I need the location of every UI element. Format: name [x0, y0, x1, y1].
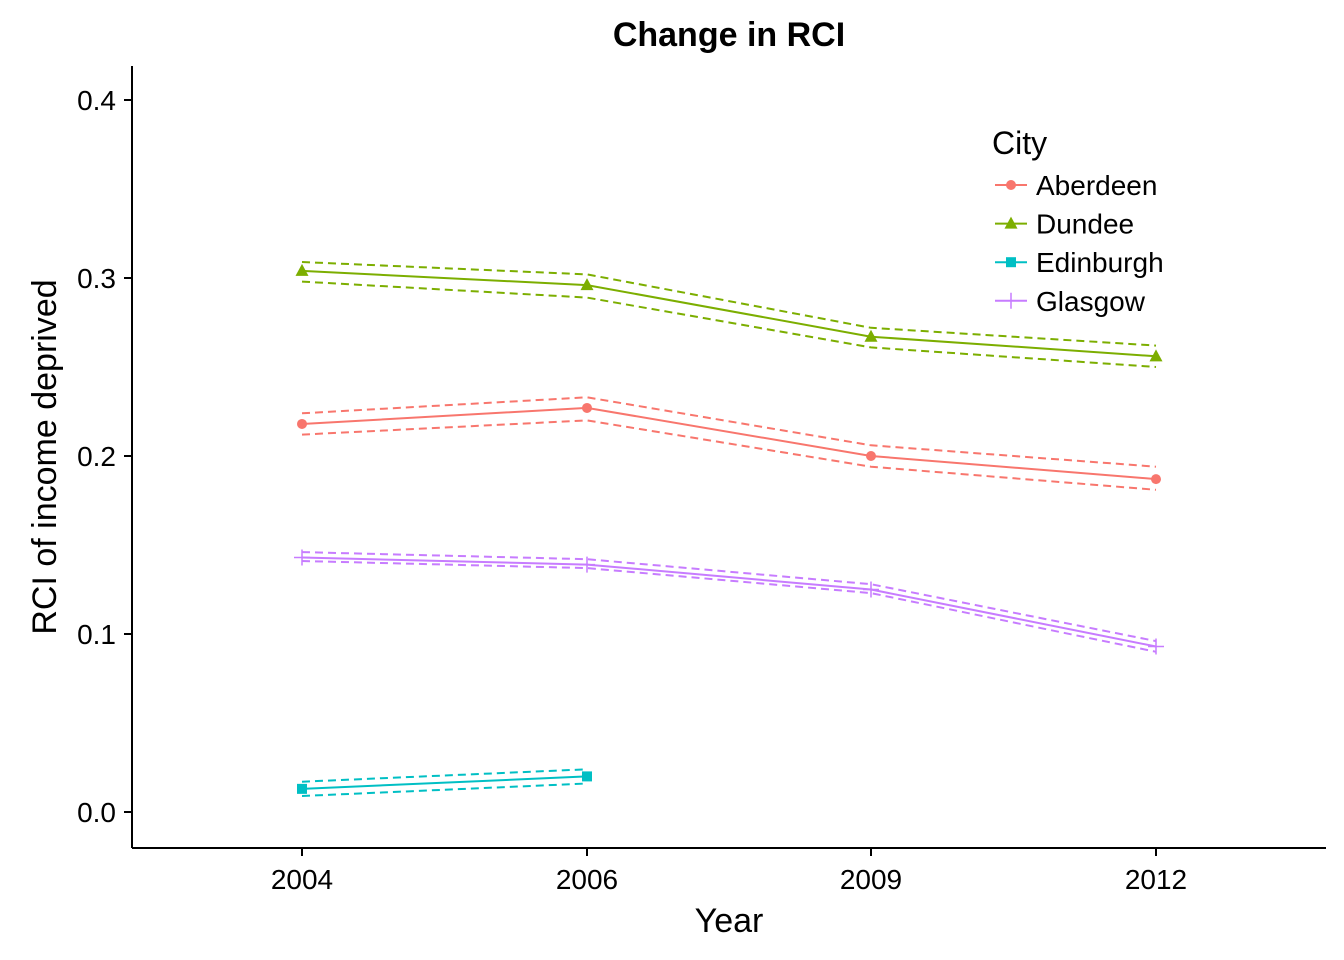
- legend-key-marker: [1003, 292, 1019, 309]
- series-upper-ci-line: [301, 768, 588, 783]
- y-tick-label: 0.1: [77, 619, 116, 650]
- data-point: [297, 783, 307, 794]
- data-point: [580, 278, 594, 291]
- data-point: [295, 263, 309, 276]
- legend-key-marker: [1006, 257, 1016, 268]
- series-line: [301, 406, 1157, 481]
- legend-item-aberdeen: Aberdeen: [995, 170, 1157, 201]
- series-lower-ci-line: [301, 560, 1157, 653]
- legend-item-dundee: Dundee: [995, 209, 1134, 240]
- series-line: [301, 269, 1157, 358]
- legend-title: City: [992, 125, 1047, 161]
- data-point: [1148, 638, 1164, 655]
- legend: City Aberdeen Dundee Edinburgh Glasgow: [992, 125, 1164, 317]
- legend-label: Edinburgh: [1036, 247, 1164, 278]
- y-tick-label: 0.4: [77, 85, 116, 116]
- series-lower-ci-line: [301, 419, 1157, 491]
- series-dundee: [295, 261, 1163, 368]
- legend-label: Glasgow: [1036, 286, 1146, 317]
- data-point: [582, 771, 592, 782]
- series-upper-ci-line: [301, 551, 1157, 643]
- data-point: [582, 402, 592, 413]
- plot-area: [294, 261, 1164, 797]
- series-edinburgh: [297, 768, 592, 797]
- y-tick-label: 0.3: [77, 263, 116, 294]
- data-point: [863, 581, 879, 598]
- x-tick-label: 2012: [1125, 864, 1187, 895]
- legend-item-glasgow: Glasgow: [995, 286, 1146, 317]
- data-point: [294, 549, 310, 566]
- data-point: [579, 556, 595, 573]
- data-point: [297, 418, 307, 429]
- x-axis-title: Year: [695, 902, 764, 940]
- series-line: [301, 556, 1157, 648]
- y-tick-label: 0.0: [77, 797, 116, 828]
- x-axis-ticks: 2004 2006 2009 2012: [271, 848, 1187, 895]
- series-line: [301, 775, 588, 790]
- y-axis-title: RCI of income deprived: [26, 279, 64, 634]
- legend-label: Aberdeen: [1036, 170, 1157, 201]
- series-lower-ci-line: [301, 280, 1157, 368]
- legend-label: Dundee: [1036, 209, 1134, 240]
- x-tick-label: 2004: [271, 864, 333, 895]
- x-tick-label: 2009: [840, 864, 902, 895]
- legend-key-marker: [1004, 216, 1018, 229]
- series-lower-ci-line: [301, 782, 588, 797]
- series-glasgow: [294, 549, 1164, 655]
- y-axis-ticks: 0.0 0.1 0.2 0.3 0.4: [77, 85, 132, 828]
- legend-item-edinburgh: Edinburgh: [995, 247, 1164, 278]
- data-point: [866, 451, 876, 461]
- data-point: [864, 329, 878, 342]
- data-point: [1149, 349, 1163, 362]
- series-upper-ci-line: [301, 396, 1157, 468]
- legend-key-marker: [1006, 180, 1016, 190]
- data-point: [1151, 474, 1161, 485]
- series-upper-ci-line: [301, 261, 1157, 347]
- chart-title: Change in RCI: [613, 16, 845, 54]
- y-tick-label: 0.2: [77, 441, 116, 472]
- series-aberdeen: [297, 396, 1161, 491]
- x-tick-label: 2006: [556, 864, 618, 895]
